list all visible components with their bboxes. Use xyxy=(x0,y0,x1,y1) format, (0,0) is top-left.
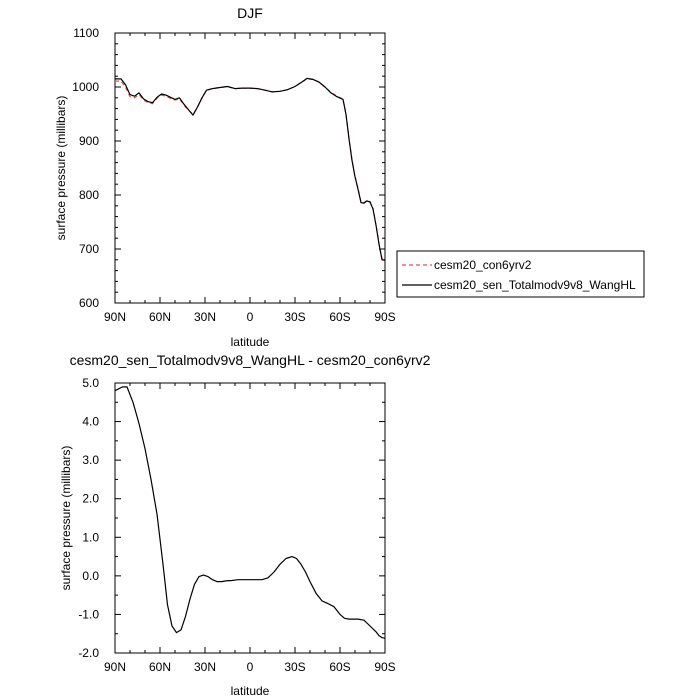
top-y-tick-label: 800 xyxy=(79,188,99,202)
bottom-x-tick-label: 30S xyxy=(284,660,305,674)
bottom-panel: cesm20_sen_Totalmodv9v8_WangHL - cesm20_… xyxy=(59,352,431,698)
top-y-ticks: 600 700 800 900 1000 1100 xyxy=(72,26,385,310)
legend: cesm20_con6yrv2 cesm20_sen_Totalmodv9v8_… xyxy=(396,250,645,298)
top-y-tick-label: 1000 xyxy=(72,80,99,94)
bottom-x-tick-label: 90S xyxy=(374,660,395,674)
top-panel: DJF 90N 60N 30N 0 30S 60S 90S 600 700 800 900 1000… xyxy=(54,5,645,349)
legend-label-wanghl: cesm20_sen_Totalmodv9v8_WangHL xyxy=(434,278,636,292)
top-y-tick-label: 700 xyxy=(79,242,99,256)
bottom-y-tick-label: 5.0 xyxy=(82,376,99,390)
bottom-y-tick-label: -2.0 xyxy=(78,646,99,660)
top-x-tick-label: 60N xyxy=(149,310,171,324)
top-y-tick-label: 900 xyxy=(79,134,99,148)
bottom-y-tick-label: 0.0 xyxy=(82,569,99,583)
bottom-y-tick-label: 3.0 xyxy=(82,453,99,467)
top-x-tick-label: 30S xyxy=(284,310,305,324)
top-y-tick-label: 1100 xyxy=(73,26,99,40)
bottom-x-axis-label: latitude xyxy=(231,684,270,698)
top-plot-frame xyxy=(114,32,386,304)
top-x-tick-label: 90S xyxy=(374,310,395,324)
bottom-series-lines xyxy=(114,386,386,639)
legend-box xyxy=(396,250,645,298)
top-x-tick-label: 30N xyxy=(194,310,216,324)
bottom-x-tick-label: 60N xyxy=(149,660,171,674)
top-series-line-1 xyxy=(115,77,386,261)
top-chart-title: DJF xyxy=(237,5,263,21)
top-y-axis-label: surface pressure (millibars) xyxy=(54,96,68,241)
bottom-x-tick-label: 90N xyxy=(104,660,126,674)
bottom-x-ticks: 90N 60N 30N 0 30S 60S 90S xyxy=(104,383,396,674)
top-x-axis-label: latitude xyxy=(231,335,270,349)
bottom-y-tick-label: 1.0 xyxy=(82,530,99,544)
bottom-chart-title: cesm20_sen_Totalmodv9v8_WangHL - cesm20_… xyxy=(70,352,431,368)
bottom-x-tick-label: 30N xyxy=(194,660,216,674)
top-series-lines xyxy=(115,77,386,261)
bottom-x-tick-label: 60S xyxy=(329,660,350,674)
bottom-y-axis-label: surface pressure (millibars) xyxy=(59,446,73,591)
bottom-y-tick-label: -1.0 xyxy=(78,607,99,621)
bottom-y-tick-label: 2.0 xyxy=(82,492,99,506)
bottom-y-ticks: -2.0 -1.0 0.0 1.0 2.0 3.0 4.0 5.0 xyxy=(78,376,385,660)
top-y-tick-label: 600 xyxy=(79,296,99,310)
top-x-tick-label: 60S xyxy=(329,310,350,324)
bottom-plot-frame xyxy=(114,382,386,654)
legend-label-con6yrv2: cesm20_con6yrv2 xyxy=(434,258,532,272)
top-x-tick-label: 90N xyxy=(104,310,126,324)
top-x-tick-label: 0 xyxy=(247,310,254,324)
bottom-y-tick-label: 4.0 xyxy=(82,415,99,429)
bottom-series-line-0 xyxy=(114,386,386,639)
bottom-x-tick-label: 0 xyxy=(247,660,254,674)
top-x-ticks: 90N 60N 30N 0 30S 60S 90S xyxy=(104,33,396,324)
